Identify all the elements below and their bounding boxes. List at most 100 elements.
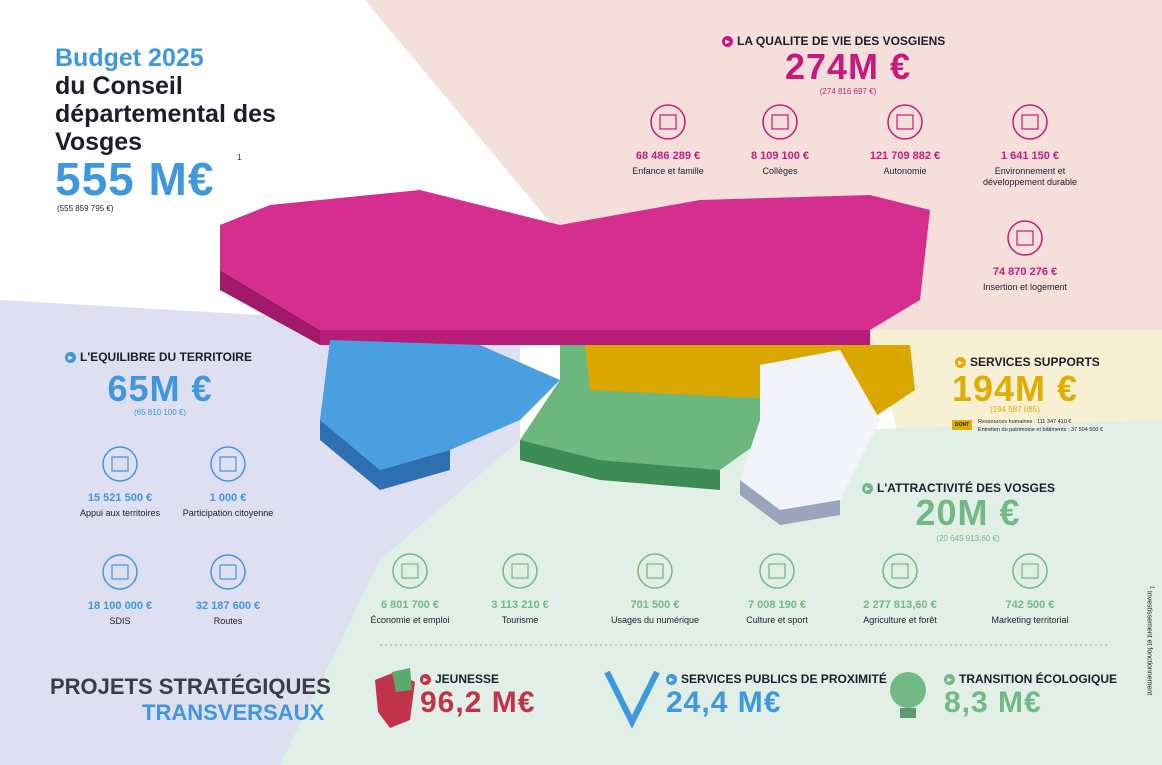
section-amount: 20M € [915, 492, 1021, 533]
item-label: Agriculture et forêt [863, 615, 937, 625]
icon-services-publics [604, 670, 660, 729]
item-icon [1007, 220, 1043, 256]
badge: DONT [952, 420, 973, 430]
section-amount: 194M € [951, 368, 1079, 409]
item-label: Autonomie [883, 166, 927, 176]
map-pink-side [220, 270, 320, 345]
item-label: Routes [213, 616, 243, 626]
icon-ring [637, 553, 673, 589]
item-label: Appui aux territoires [79, 508, 161, 518]
project-title: ▸ SERVICES PUBLICS DE PROXIMITÉ [666, 672, 887, 686]
icon-shape [646, 563, 664, 579]
section-title: ▸ LA QUALITE DE VIE DES VOSGIENS [722, 34, 945, 48]
section-title: ▸ L'ATTRACTIVITÉ DES VOSGES [862, 481, 1055, 495]
item-label: Culture et sport [746, 615, 808, 625]
icon-ring [762, 104, 798, 140]
project-title-text: TRANSITION ÉCOLOGIQUE [959, 672, 1118, 686]
item-icon [762, 104, 798, 140]
section-amount: 65M € [107, 368, 213, 409]
item-value: 7 008 190 € [747, 599, 807, 611]
item-label: Économie et emploi [370, 615, 450, 625]
item-value: 68 486 289 € [635, 150, 701, 162]
icon-ring [882, 553, 918, 589]
projects-title: PROJETS STRATÉGIQUES [50, 674, 331, 699]
icon-ring [1007, 220, 1043, 256]
bullet: ▸ [944, 673, 955, 685]
project-title: ▸ JEUNESSE [420, 672, 499, 686]
section-title-text: LA QUALITE DE VIE DES VOSGIENS [737, 34, 946, 48]
map-snow [740, 350, 880, 510]
item-label: Collèges [762, 166, 798, 176]
bullet: ▸ [420, 673, 431, 685]
header-exact: (555 859 795 €) [57, 204, 114, 213]
icon-ring [1012, 104, 1048, 140]
footnote: 1 Investissement et fonctionnement [1145, 586, 1154, 716]
map-green-side [520, 440, 720, 490]
icon-shape [891, 563, 909, 579]
header-note: 1 [237, 153, 242, 162]
icon-ring [502, 553, 538, 589]
icon-ring [392, 553, 428, 589]
item-value: 742 500 € [1005, 599, 1055, 611]
section-title: ▸ L'EQUILIBRE DU TERRITOIRE [65, 350, 252, 364]
item-value: 8 109 100 € [750, 150, 810, 162]
icon-shape [1021, 563, 1039, 579]
icon-shape [219, 456, 237, 472]
item-label: Tourisme [501, 615, 539, 625]
item-icon [882, 553, 918, 589]
item-value: 6 801 700 € [380, 599, 440, 611]
project-title: ▸ TRANSITION ÉCOLOGIQUE [944, 672, 1117, 686]
bullet: ▸ [862, 482, 873, 494]
item-icon [1012, 104, 1048, 140]
icon-ring [887, 104, 923, 140]
item-icon [392, 553, 428, 589]
map-blue [320, 340, 560, 470]
footnote-marker: 1 [1148, 585, 1155, 589]
section-exact: (194 587 085) [990, 405, 1040, 414]
item-icon [759, 553, 795, 589]
bullet: ▸ [722, 35, 733, 47]
icon-ring [102, 554, 138, 590]
item-label: Environnement et développement durable [982, 166, 1078, 187]
item-value: 18 100 000 € [87, 600, 153, 612]
item-icon [637, 553, 673, 589]
icon-ring [210, 554, 246, 590]
icon-shape [768, 563, 786, 579]
detail: Ressources humaines : 111 347 410 € [978, 419, 1072, 425]
section-exact: (20 645 913,60 €) [936, 534, 1000, 543]
icon-shape [896, 114, 914, 130]
section-exact: (65 810 100 €) [133, 408, 187, 417]
project-amount: 24,4 M€ [666, 686, 782, 719]
icon-shape [771, 114, 789, 130]
icon-jeunesse-leaf [392, 668, 412, 692]
bullet: ▸ [666, 673, 677, 685]
item-icon [102, 446, 138, 482]
section-title: ▸ SERVICES SUPPORTS [955, 355, 1100, 369]
bullet: ▸ [955, 356, 966, 368]
icon-shape [219, 564, 237, 580]
project-amount: 96,2 M€ [420, 686, 536, 719]
bg-yellow [870, 330, 1162, 440]
map-blue-side [320, 420, 450, 490]
map-pink-front [320, 330, 870, 345]
item-value: 1 000 € [209, 492, 247, 504]
project-title-text: JEUNESSE [435, 672, 500, 686]
item-value: 74 870 276 € [992, 266, 1058, 278]
icon-ring [759, 553, 795, 589]
bg-green [280, 420, 1162, 765]
item-label: Insertion et logement [982, 282, 1068, 292]
item-value: 1 641 150 € [1000, 150, 1060, 162]
item-icon [502, 553, 538, 589]
bullet: ▸ [65, 351, 76, 363]
item-value: 121 709 882 € [869, 150, 941, 162]
item-icon [887, 104, 923, 140]
section-amount: 274M € [784, 46, 912, 87]
item-label: Enfance et famille [632, 166, 704, 176]
header-subtitle: du Conseil départemental des Vosges [55, 72, 276, 156]
icon-shape [659, 114, 677, 130]
icon-ring [1012, 553, 1048, 589]
item-value: 2 277 813,60 € [863, 599, 937, 611]
icon-shape [111, 564, 129, 580]
